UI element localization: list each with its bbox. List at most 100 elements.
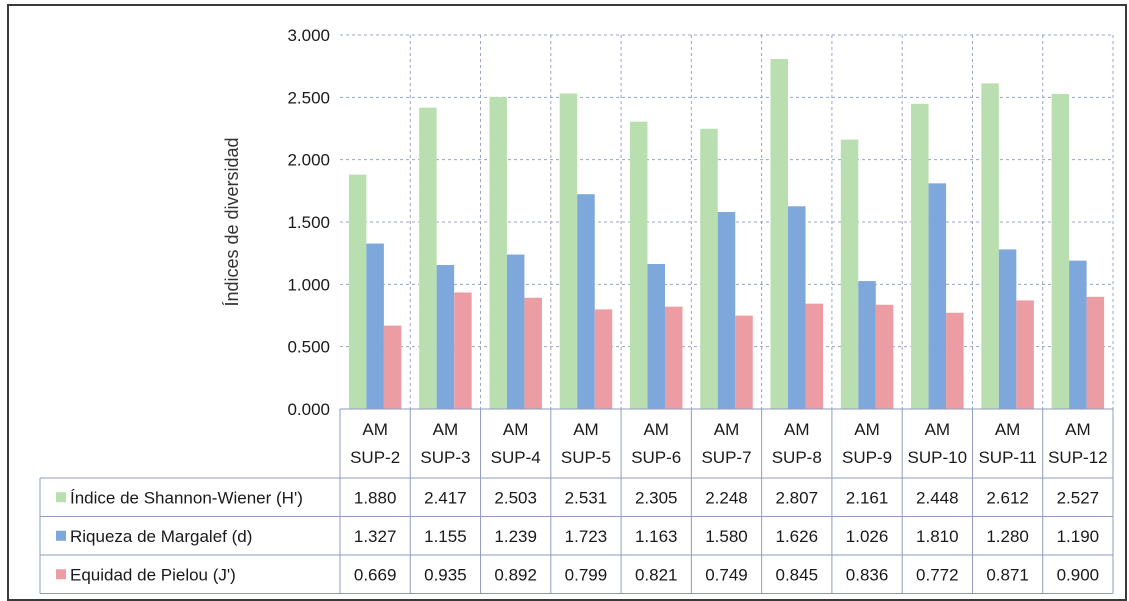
y-tick-label: 1.500 [287, 213, 330, 232]
category-label-line2: SUP-4 [491, 448, 541, 467]
category-label-line1: AM [362, 420, 388, 439]
category-label-line2: SUP-12 [1048, 448, 1108, 467]
data-label: 1.155 [424, 527, 467, 546]
data-label: 1.327 [354, 527, 397, 546]
bar [506, 254, 525, 409]
data-table: AM SUP-2 AM SUP-3 AM SUP-4 AM SUP-5 AM SUP-6 AM SUP… [39, 408, 1114, 594]
bar [436, 265, 455, 409]
data-label: 1.190 [1057, 527, 1100, 546]
bar [1016, 300, 1034, 409]
data-label: 0.935 [424, 565, 467, 584]
bar [770, 59, 789, 409]
data-label: 2.417 [424, 488, 467, 507]
data-label: 1.280 [986, 527, 1029, 546]
category-label-line1: AM [643, 420, 669, 439]
series-name: Riqueza de Margalef (d) [70, 527, 252, 546]
data-label: 2.503 [494, 488, 537, 507]
bar [805, 303, 824, 409]
y-tick-label: 0.000 [287, 400, 330, 419]
y-tick-label: 2.000 [287, 151, 330, 170]
data-label: 1.163 [635, 527, 678, 546]
category-label-line1: AM [503, 420, 529, 439]
bar [366, 243, 384, 409]
bar [858, 281, 876, 409]
data-label: 1.810 [916, 527, 959, 546]
bar [577, 194, 595, 409]
data-label: 2.612 [986, 488, 1029, 507]
bar [700, 128, 718, 409]
category-label-line2: SUP-11 [978, 448, 1036, 467]
category-label-line2: SUP-3 [420, 448, 470, 467]
bar [875, 304, 894, 409]
bar [489, 96, 507, 409]
category-label-line2: SUP-5 [561, 448, 611, 467]
data-label: 0.892 [494, 565, 537, 584]
y-tick-label: 3.000 [287, 26, 330, 45]
data-label: 1.239 [494, 527, 537, 546]
category-label-line1: AM [433, 420, 459, 439]
series-name: Índice de Shannon-Wiener (H') [70, 488, 303, 507]
data-label: 1.626 [775, 527, 818, 546]
data-label: 1.580 [705, 527, 748, 546]
data-label: 1.026 [846, 527, 889, 546]
chart-frame [7, 4, 1127, 601]
bar [1051, 93, 1070, 409]
data-label: 0.799 [565, 565, 608, 584]
data-label: 0.845 [775, 565, 818, 584]
y-tick-label: 2.500 [287, 88, 330, 107]
bar [998, 249, 1017, 409]
bar [928, 183, 947, 409]
bar [840, 139, 859, 409]
data-label: 0.772 [916, 565, 959, 584]
bar [559, 93, 578, 410]
bars [348, 59, 1105, 410]
y-tick-label: 1.000 [287, 275, 330, 294]
category-label-line1: AM [925, 420, 951, 439]
bar [717, 212, 736, 409]
bar [788, 206, 806, 409]
category-label-line2: SUP-8 [772, 448, 822, 467]
data-label: 2.807 [775, 488, 818, 507]
bar [647, 264, 665, 409]
category-label-line2: SUP-9 [842, 448, 892, 467]
category-label-line1: AM [995, 420, 1021, 439]
bar [454, 292, 472, 409]
bar [594, 309, 613, 409]
category-label-line1: AM [714, 420, 740, 439]
category-label-line2: SUP-7 [701, 448, 751, 467]
bar [664, 306, 683, 409]
data-label: 2.161 [846, 488, 889, 507]
legend-swatch [56, 569, 66, 580]
category-label-line2: SUP-10 [908, 448, 968, 467]
data-label: 2.248 [705, 488, 748, 507]
category-label-line2: SUP-2 [350, 448, 400, 467]
bar [348, 174, 367, 409]
data-label: 0.900 [1057, 565, 1100, 584]
bar [524, 297, 542, 409]
legend-swatch [56, 492, 66, 503]
y-axis-label: Índices de diversidad [222, 137, 242, 306]
data-label: 0.836 [846, 565, 889, 584]
data-label: 2.531 [565, 488, 608, 507]
data-label: 2.448 [916, 488, 959, 507]
bar [383, 325, 402, 409]
data-label: 1.880 [354, 488, 397, 507]
data-label: 0.669 [354, 565, 397, 584]
category-label-line1: AM [784, 420, 810, 439]
category-label-line1: AM [573, 420, 599, 439]
data-label: 2.527 [1057, 488, 1100, 507]
data-label: 0.749 [705, 565, 748, 584]
data-label: 2.305 [635, 488, 678, 507]
data-label: 0.821 [635, 565, 678, 584]
category-label-line1: AM [1065, 420, 1091, 439]
data-label: 1.723 [565, 527, 608, 546]
legend-swatch [56, 530, 66, 541]
data-label: 0.871 [986, 565, 1029, 584]
series-name: Equidad de Pielou (J') [70, 565, 236, 584]
bar [419, 107, 437, 409]
bar [946, 312, 964, 409]
bar [1069, 260, 1087, 409]
y-tick-labels: 0.000 0.500 1.000 1.500 2.000 2.500 3.000 [287, 26, 330, 419]
category-label-line1: AM [854, 420, 880, 439]
